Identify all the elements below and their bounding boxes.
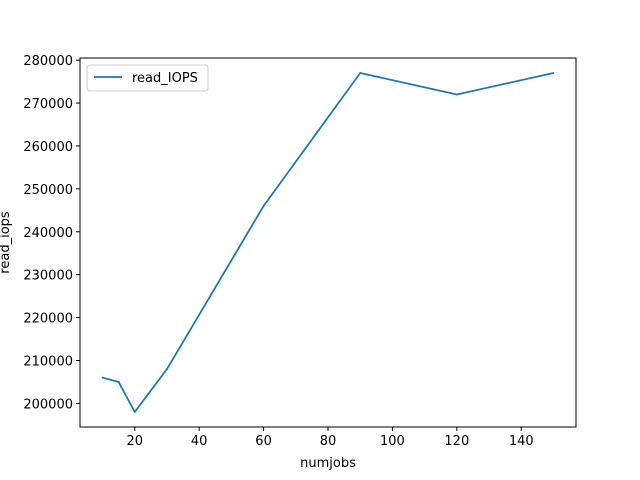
legend-frame [86, 64, 209, 92]
x-tick-label-1: 40 [191, 434, 208, 449]
x-axis-label: numjobs [300, 456, 356, 471]
y-tick-label-3: 230000 [23, 269, 73, 284]
data-point-0-6 [455, 93, 458, 96]
y-tick-label-4: 240000 [23, 226, 73, 241]
x-tick-label-0: 20 [126, 434, 143, 449]
plot-background [80, 58, 576, 427]
series-line-0 [102, 72, 554, 413]
y-tick-label-5: 250000 [23, 183, 73, 198]
legend-label-read-iops: read_IOPS [132, 71, 198, 86]
x-tick-label-4: 100 [380, 434, 405, 449]
data-point-0-5 [359, 72, 362, 74]
series-layer [101, 72, 555, 413]
y-axis: 200000 210000 220000 230000 240000 250000 2600… [23, 54, 80, 412]
x-axis: 20 40 60 80 100 120 140 [126, 427, 534, 449]
y-tick-label-7: 270000 [23, 97, 73, 112]
y-tick-label-6: 260000 [23, 140, 73, 155]
data-point-0-7 [552, 72, 555, 74]
data-point-0-0 [101, 376, 104, 379]
data-point-0-3 [166, 368, 168, 370]
data-point-0-4 [262, 205, 265, 207]
y-tick-label-1: 210000 [23, 354, 73, 369]
y-tick-label-0: 200000 [23, 397, 73, 412]
y-axis-label: read_iops [0, 211, 13, 274]
y-tick-label-8: 280000 [23, 54, 73, 69]
data-point-0-1 [117, 381, 120, 383]
x-tick-label-2: 60 [255, 434, 272, 449]
y-tick-label-2: 220000 [23, 312, 73, 327]
x-tick-label-3: 80 [320, 434, 337, 449]
data-point-0-2 [133, 411, 136, 413]
x-tick-label-6: 140 [509, 434, 534, 449]
x-tick-label-5: 120 [444, 434, 469, 449]
legend: read_IOPS [86, 64, 209, 92]
